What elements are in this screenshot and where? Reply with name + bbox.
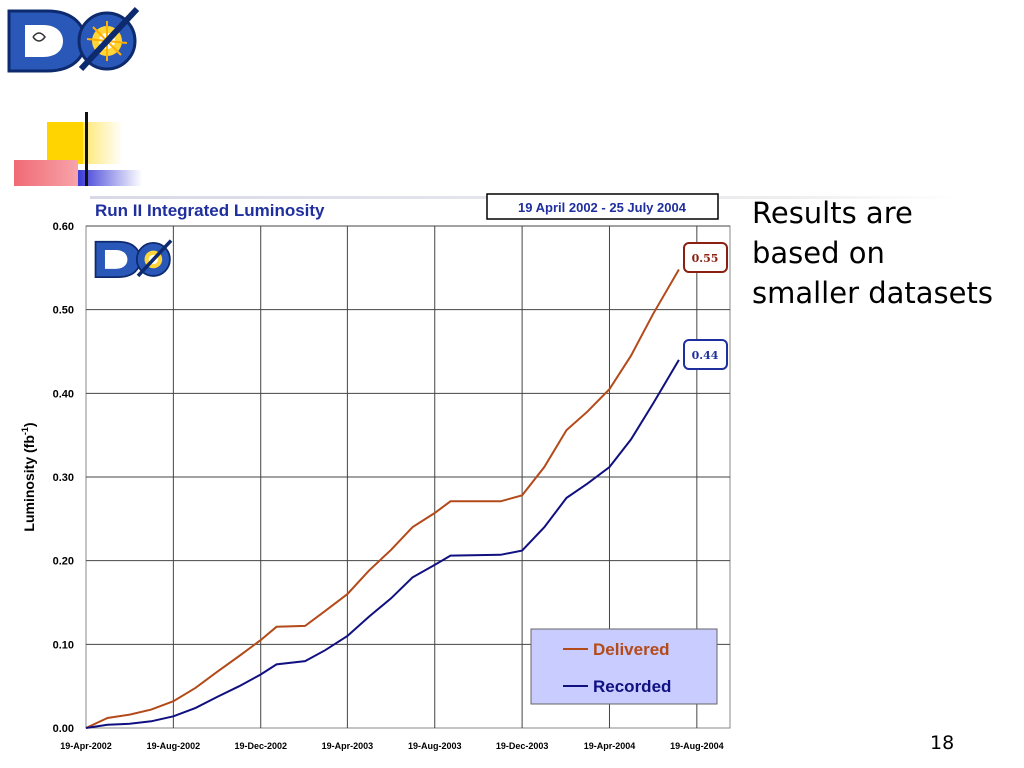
- results-text-block: Results are based on smaller datasets: [752, 193, 1020, 313]
- results-text-line-3: smaller datasets: [752, 276, 993, 310]
- y-tick-label: 0.00: [53, 723, 74, 735]
- x-tick-label: 19-Aug-2002: [147, 741, 201, 751]
- y-tick-label: 0.50: [53, 305, 74, 317]
- decorative-blue-bar: [78, 170, 142, 186]
- y-tick-label: 0.30: [53, 472, 74, 484]
- legend-label-delivered: Delivered: [593, 640, 670, 659]
- delivered-final-box: [683, 242, 728, 273]
- delivered-final-label: 0.55: [692, 252, 719, 265]
- y-tick-label: 0.20: [53, 556, 74, 568]
- decorative-yellow-square: [47, 122, 83, 164]
- y-axis-label: Luminosity (fb-1): [20, 422, 37, 531]
- decorative-red-bar: [14, 160, 78, 186]
- d0-logo-small: [94, 239, 173, 279]
- d0-logo: [7, 6, 140, 73]
- legend-label-recorded: Recorded: [593, 677, 671, 696]
- x-tick-label: 19-Dec-2003: [496, 741, 549, 751]
- x-tick-label: 19-Apr-2002: [60, 741, 112, 751]
- x-axis-ticks: 19-Apr-2002 19-Aug-2002 19-Dec-2002 19-Apr-…: [60, 741, 723, 751]
- x-tick-label: 19-Dec-2002: [234, 741, 287, 751]
- y-tick-label: 0.40: [53, 388, 74, 400]
- date-range-box: [486, 193, 719, 220]
- decorative-yellow-fade: [83, 122, 123, 164]
- results-text-line-2: based on: [752, 236, 885, 270]
- decorative-vertical-line: [85, 112, 88, 186]
- x-tick-label: 19-Aug-2003: [408, 741, 462, 751]
- y-tick-label: 0.10: [53, 639, 74, 651]
- x-tick-label: 19-Aug-2004: [670, 741, 724, 751]
- y-tick-label: 0.60: [53, 221, 74, 233]
- x-tick-label: 19-Apr-2003: [322, 741, 374, 751]
- page-number: 18: [930, 732, 955, 754]
- chart-title: Run II Integrated Luminosity: [95, 201, 325, 220]
- series-line-delivered: [85, 268, 680, 729]
- date-range-text: 19 April 2002 - 25 July 2004: [518, 200, 687, 215]
- series-layer: [85, 268, 680, 729]
- x-tick-label: 19-Apr-2004: [584, 741, 636, 751]
- legend-box: [530, 628, 718, 705]
- results-text-line-1: Results are: [752, 196, 913, 230]
- y-axis-ticks: 0.00 0.10 0.20 0.30 0.40 0.50 0.60: [53, 221, 74, 735]
- recorded-final-label: 0.44: [692, 349, 719, 362]
- recorded-final-box: [683, 339, 728, 370]
- series-line-recorded: [85, 359, 680, 729]
